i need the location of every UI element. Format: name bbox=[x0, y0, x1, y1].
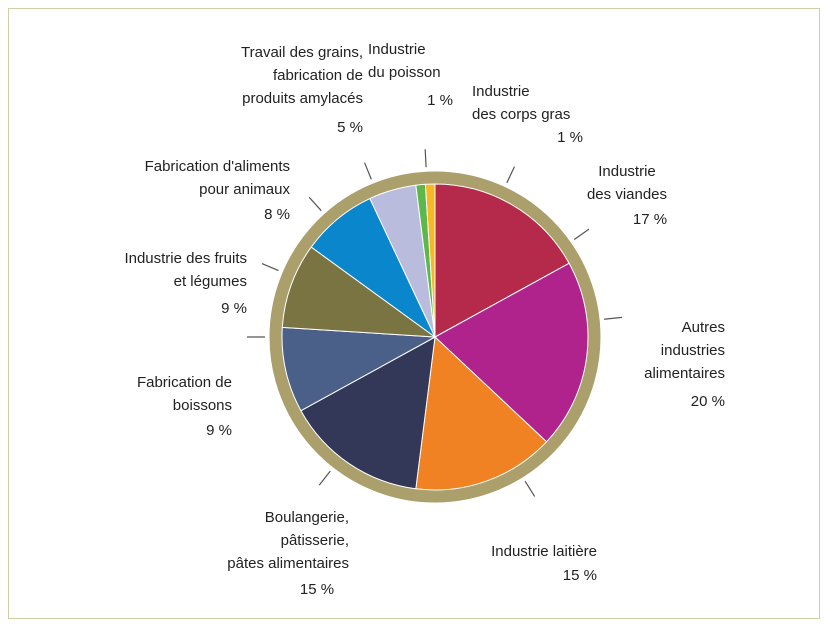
slice-label: alimentaires bbox=[644, 365, 725, 382]
value-label: 9 % bbox=[206, 422, 232, 439]
leader-line bbox=[364, 162, 372, 180]
pie-slice bbox=[300, 336, 436, 490]
pie-ring bbox=[269, 171, 601, 503]
slice-label: pour animaux bbox=[199, 181, 290, 198]
slice-label: Industrie bbox=[472, 83, 530, 100]
slice-label: produits amylacés bbox=[242, 90, 363, 107]
value-label: 20 % bbox=[691, 393, 725, 410]
slice-label: Travail des grains, bbox=[241, 44, 363, 61]
pie-slice bbox=[434, 262, 589, 443]
value-label: 5 % bbox=[337, 119, 363, 136]
value-label: 1 % bbox=[427, 92, 453, 109]
leader-line bbox=[318, 470, 331, 486]
slices bbox=[281, 183, 589, 491]
slice-label: industries bbox=[661, 342, 725, 359]
value-label: 9 % bbox=[221, 300, 247, 317]
pie-slice bbox=[424, 183, 436, 338]
leader-line bbox=[261, 262, 279, 272]
slice-label: Boulangerie, bbox=[265, 509, 349, 526]
value-label: 1 % bbox=[557, 129, 583, 146]
slice-label: Industrie bbox=[368, 41, 426, 58]
slice-label: Fabrication de bbox=[137, 374, 232, 391]
labels: Industrie des viandes 17 % Autres industries… bbox=[124, 41, 725, 598]
value-label: 15 % bbox=[300, 581, 334, 598]
slice-label: boissons bbox=[173, 397, 232, 414]
slice-label: Fabrication d'aliments bbox=[145, 158, 290, 175]
leader-line bbox=[604, 316, 623, 320]
leader-line bbox=[573, 228, 590, 240]
value-label: 17 % bbox=[633, 211, 667, 228]
leader-line bbox=[524, 480, 536, 497]
slice-label: du poisson bbox=[368, 64, 441, 81]
slice-label: et légumes bbox=[174, 273, 247, 290]
value-label: 8 % bbox=[264, 206, 290, 223]
slice-label: pâtes alimentaires bbox=[227, 555, 349, 572]
slice-label: des viandes bbox=[587, 186, 667, 203]
pie-slice bbox=[281, 246, 437, 338]
slice-label: Industrie laitière bbox=[491, 543, 597, 560]
leader-line bbox=[506, 166, 515, 184]
slice-label: fabrication de bbox=[273, 67, 363, 84]
pie-slice bbox=[434, 183, 570, 338]
frame bbox=[8, 8, 820, 619]
slice-label: Autres bbox=[682, 319, 725, 336]
value-label: 15 % bbox=[563, 567, 597, 584]
leader-line bbox=[424, 149, 427, 168]
pie-slice bbox=[415, 335, 548, 491]
slice-label: Industrie des fruits bbox=[124, 250, 247, 267]
slice-label: Industrie bbox=[598, 163, 656, 180]
slice-label: des corps gras bbox=[472, 106, 570, 123]
leader-line bbox=[308, 196, 322, 212]
slice-label: pâtisserie, bbox=[281, 532, 349, 549]
pie-slice bbox=[281, 326, 437, 412]
